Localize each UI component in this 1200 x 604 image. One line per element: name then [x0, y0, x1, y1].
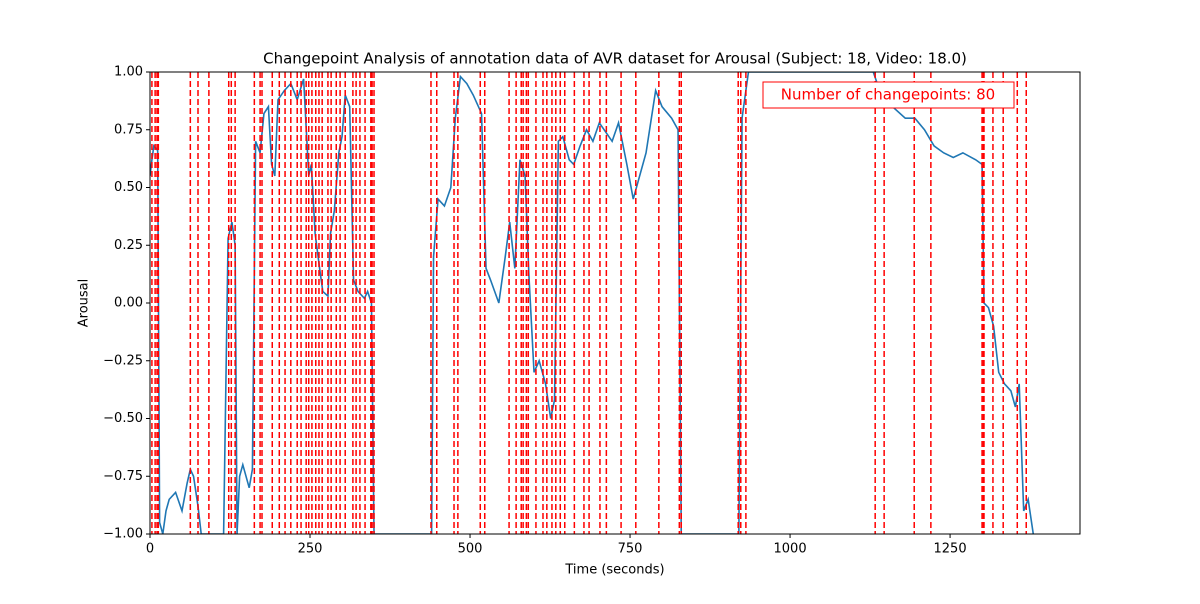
x-tick-label: 1250: [934, 542, 967, 557]
y-axis-label: Arousal: [77, 279, 92, 328]
y-tick-label: −0.75: [103, 469, 143, 484]
y-tick-label: 0.00: [114, 296, 143, 311]
annotation-box: [762, 81, 1015, 109]
axes-frame: [149, 71, 1081, 535]
x-tick-label: 0: [146, 542, 154, 557]
y-tick-label: −0.50: [103, 411, 143, 426]
x-tick-label: 1000: [774, 542, 807, 557]
y-tick-label: 0.25: [114, 238, 143, 253]
x-tick-label: 750: [618, 542, 643, 557]
y-tick-label: −1.00: [103, 527, 143, 542]
plot-area: [150, 72, 1035, 534]
y-tick-label: 1.00: [114, 65, 143, 80]
chart-title: Changepoint Analysis of annotation data …: [263, 50, 967, 68]
data-line: [150, 72, 1035, 534]
x-axis-label: Time (seconds): [564, 563, 664, 578]
y-tick-label: 0.50: [114, 180, 143, 195]
y-tick-label: −0.25: [103, 353, 143, 368]
x-tick-label: 500: [458, 542, 483, 557]
y-tick-label: 0.75: [114, 122, 143, 137]
annotation: Number of changepoints: 80: [781, 86, 995, 104]
x-tick-label: 250: [298, 542, 323, 557]
